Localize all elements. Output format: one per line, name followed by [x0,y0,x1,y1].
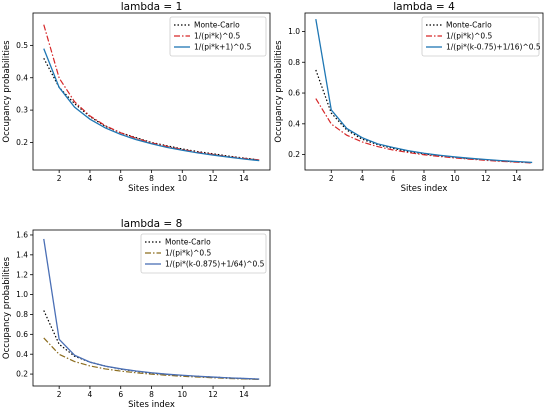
series-line-3 [43,48,260,162]
series-line-3 [43,238,260,380]
x-tick-label: 8 [422,174,427,183]
y-axis-label: Occupancy probabilities [274,40,284,143]
x-tick-label: 6 [118,390,123,399]
y-tick-label: 1.4 [16,250,28,259]
y-tick-label: 0.8 [16,310,28,319]
chart-title: lambda = 1 [121,1,183,13]
chart-title: lambda = 8 [121,218,183,230]
x-tick-label: 2 [329,174,334,183]
legend-entry: 1/(pi*(k-0.75)+1/16)^0.5 [446,43,541,52]
y-tick-label: 0.4 [16,73,28,82]
legend: Monte-Carlo 1/(pi*k)^0.5 1/(pi*(k-0.875)+1… [140,233,267,274]
x-tick-label: 6 [391,174,396,183]
y-tick-label: 1.2 [16,270,28,279]
x-axis-label: Sites index [128,400,175,409]
x-tick-label: 2 [57,390,62,399]
legend-entry: 1/(pi*(k-0.875)+1/64)^0.5 [165,260,265,269]
x-tick-label: 12 [208,174,218,183]
y-axis-label: Occupancy probabilities [2,40,12,143]
x-tick-label: 10 [178,390,188,399]
legend-entry: Monte-Carlo [194,21,240,30]
x-tick-label: 4 [360,174,365,183]
legend-entry: 1/(pi*k)^0.5 [165,249,212,258]
x-tick-label: 12 [208,390,218,399]
series-line-3 [315,19,533,164]
x-tick-label: 6 [118,174,123,183]
y-tick-label: 1.6 [16,231,28,240]
y-tick-label: 0.4 [16,350,28,359]
x-tick-label: 14 [239,174,249,183]
legend-entry: 1/(pi*k)^0.5 [194,32,241,41]
y-tick-label: 0.4 [288,119,300,128]
x-tick-label: 8 [149,390,154,399]
x-tick-label: 4 [88,390,93,399]
legend-box [169,16,267,57]
legend-box [421,16,540,57]
y-tick-label: 1.0 [16,290,28,299]
chart-title: lambda = 4 [393,1,455,13]
chart-panel-1: lambda = 1 2 4 6 8 10 12 14 0.2 0.3 0.4 0.5 Sites in… [2,1,271,194]
series-line-1 [43,310,260,380]
legend-entry: Monte-Carlo [446,21,492,30]
y-axis-label: Occupancy probabilities [2,256,12,359]
legend-entry: Monte-Carlo [165,238,211,247]
x-axis-label: Sites index [401,184,448,194]
y-tick-label: 0.2 [16,138,28,147]
x-tick-label: 2 [57,174,62,183]
x-tick-label: 10 [178,174,188,183]
legend-box [140,233,267,274]
x-tick-label: 8 [149,174,154,183]
y-tick-label: 0.6 [288,89,300,98]
legend-entry: 1/(pi*k)^0.5 [446,32,493,41]
x-tick-label: 14 [239,390,249,399]
legend: Monte-Carlo 1/(pi*k)^0.5 1/(pi*k+1)^0.5 [169,16,267,57]
series-line-2 [315,98,533,164]
chart-panel-3: lambda = 8 2 4 6 8 10 12 14 0.2 0.4 0.6 0.8 1.0 1.2 1.… [2,218,271,409]
y-tick-label: 0.5 [16,41,28,50]
y-tick-label: 1.0 [288,27,300,36]
x-tick-label: 12 [481,174,491,183]
chart-panel-2: lambda = 4 2 4 6 8 10 12 14 0.2 0.4 0.6 0.8 1.0 Sites… [274,1,544,194]
x-axis-label: Sites index [128,184,175,194]
y-tick-label: 0.2 [16,370,28,379]
y-tick-label: 0.3 [16,106,28,115]
x-tick-label: 10 [450,174,460,183]
y-tick-label: 0.2 [288,150,300,159]
x-tick-label: 4 [88,174,93,183]
legend: Monte-Carlo 1/(pi*k)^0.5 1/(pi*(k-0.75)+1/… [421,16,541,57]
x-tick-label: 14 [512,174,522,183]
y-tick-label: 0.6 [16,330,28,339]
legend-entry: 1/(pi*k+1)^0.5 [194,43,252,52]
y-tick-label: 0.8 [288,58,300,67]
series-line-1 [315,69,533,164]
